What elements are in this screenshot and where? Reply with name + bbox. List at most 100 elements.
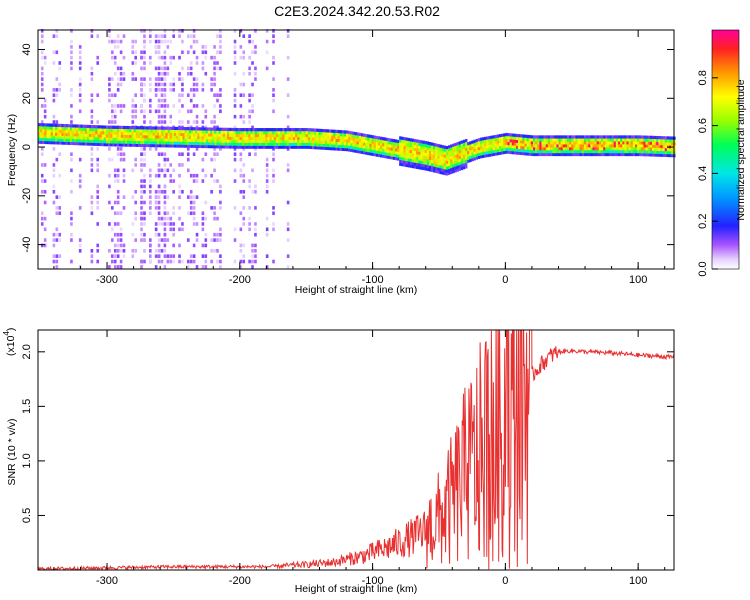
- spectrogram-cell: [205, 144, 209, 149]
- spectrogram-cell: [272, 34, 275, 38]
- spectrogram-cell: [207, 142, 211, 146]
- spectrogram-cell: [254, 243, 257, 248]
- spectrogram-cell: [242, 93, 246, 98]
- spectrogram-cell: [134, 200, 137, 205]
- spectrogram-cell: [549, 149, 553, 154]
- snr-y-tick-label: 0.5: [21, 508, 33, 523]
- spectrogram-cell: [143, 163, 146, 167]
- spectrogram-cell: [581, 144, 585, 148]
- spectrogram-cell: [352, 140, 355, 144]
- spectrogram-cell: [219, 184, 222, 189]
- spectrogram-cell: [377, 136, 381, 140]
- spectrogram-cell: [290, 133, 294, 138]
- spectrogram-cell: [452, 152, 455, 156]
- spectrogram-cell: [462, 145, 466, 149]
- spectrogram-cell: [169, 141, 173, 145]
- spectrogram-cell: [178, 144, 181, 148]
- spectrogram-cell: [186, 144, 190, 148]
- spectrogram-cell: [265, 216, 269, 221]
- spectrogram-cell: [201, 243, 205, 248]
- spectrogram-cell: [668, 139, 672, 143]
- spectrogram-cell: [201, 157, 205, 162]
- spectrogram-cell: [637, 135, 640, 139]
- spectrogram-cell: [666, 142, 670, 146]
- spectrogram-cell: [309, 137, 313, 141]
- spectrogram-cell: [469, 150, 472, 154]
- spectrogram-cell: [469, 155, 472, 160]
- spectrogram-cell: [515, 148, 519, 152]
- spectrogram-cell: [543, 135, 547, 139]
- spectrogram-cell: [242, 147, 246, 151]
- spectrogram-cell: [97, 131, 100, 135]
- spectrogram-cell: [671, 136, 674, 140]
- spectrogram-cell: [382, 142, 385, 147]
- spectrogram-cell: [450, 170, 453, 174]
- spectrogram-cell: [458, 164, 462, 168]
- spectrogram-cell: [467, 145, 470, 149]
- spectrogram-cell: [590, 138, 593, 142]
- spectrogram-cell: [448, 165, 451, 169]
- spectrogram-cell: [511, 148, 515, 152]
- spectrogram-cell: [558, 147, 561, 151]
- spectrogram-cell: [282, 142, 285, 146]
- spectrogram-cell: [192, 77, 196, 81]
- spectrogram-cell: [380, 136, 383, 140]
- spectrogram-cell: [450, 167, 453, 172]
- spectrogram-cell: [186, 238, 190, 242]
- spectrogram-cell: [460, 149, 464, 153]
- spectrogram-cell: [535, 149, 538, 154]
- spectrogram-cell: [598, 141, 602, 145]
- spectrogram-cell: [201, 127, 204, 131]
- spectrogram-cell: [286, 147, 290, 151]
- spectrogram-cell: [101, 125, 105, 129]
- spectrogram-cell: [456, 147, 459, 152]
- spectrogram-cell: [131, 50, 135, 55]
- spectrogram-cell: [78, 66, 82, 71]
- spectrogram-cell: [348, 145, 351, 149]
- spectrogram-cell: [600, 138, 604, 142]
- spectrogram-cell: [122, 77, 126, 81]
- spectrogram-cell: [613, 135, 617, 139]
- spectrogram-cell: [256, 142, 260, 146]
- spectrogram-cell: [152, 143, 156, 148]
- spectrogram-cell: [600, 147, 604, 151]
- spectrogram-cell: [528, 140, 532, 145]
- spectrogram-cell: [58, 61, 62, 65]
- spectrogram-cell: [454, 148, 457, 152]
- spectrogram-cell: [50, 138, 54, 142]
- spectrogram-cell: [201, 66, 205, 71]
- spectrogram-cell: [335, 135, 338, 139]
- spectrogram-cell: [303, 139, 306, 143]
- spectrogram-cell: [134, 114, 137, 119]
- spectrogram-cell: [144, 126, 147, 130]
- spectrogram-cell: [367, 146, 370, 150]
- spectrogram-cell: [116, 173, 120, 178]
- spectrogram-cell: [222, 142, 226, 146]
- spectrogram-cell: [78, 243, 82, 248]
- spectrogram-cell: [43, 163, 47, 167]
- spectrogram-cell: [78, 238, 82, 242]
- spectrogram-cell: [216, 139, 219, 143]
- spectrogram-cell: [535, 138, 538, 142]
- spectrogram-cell: [371, 135, 374, 139]
- spectrogram-cell: [439, 168, 442, 172]
- spectrogram-cell: [201, 130, 204, 134]
- spectrogram-cell: [484, 142, 487, 146]
- spectrogram-cell: [373, 150, 377, 154]
- spectrogram-cell: [590, 135, 593, 139]
- spectrogram-cell: [91, 136, 94, 140]
- spectrogram-cell: [58, 254, 62, 258]
- spectrogram-cell: [86, 139, 90, 143]
- spectrogram-cell: [598, 135, 602, 139]
- spectrogram-cell: [160, 238, 164, 242]
- spectrogram-cell: [48, 138, 52, 142]
- spectrogram-cell: [96, 120, 100, 124]
- spectrogram-cell: [113, 45, 117, 49]
- spectrogram-cell: [645, 150, 648, 154]
- spectrogram-cell: [134, 109, 137, 114]
- spectrogram-cell: [213, 93, 216, 98]
- spectrogram-cell: [189, 98, 193, 103]
- spectrogram-cell: [58, 211, 62, 216]
- spectrogram-cell: [503, 142, 506, 146]
- spectrogram-cell: [111, 206, 114, 210]
